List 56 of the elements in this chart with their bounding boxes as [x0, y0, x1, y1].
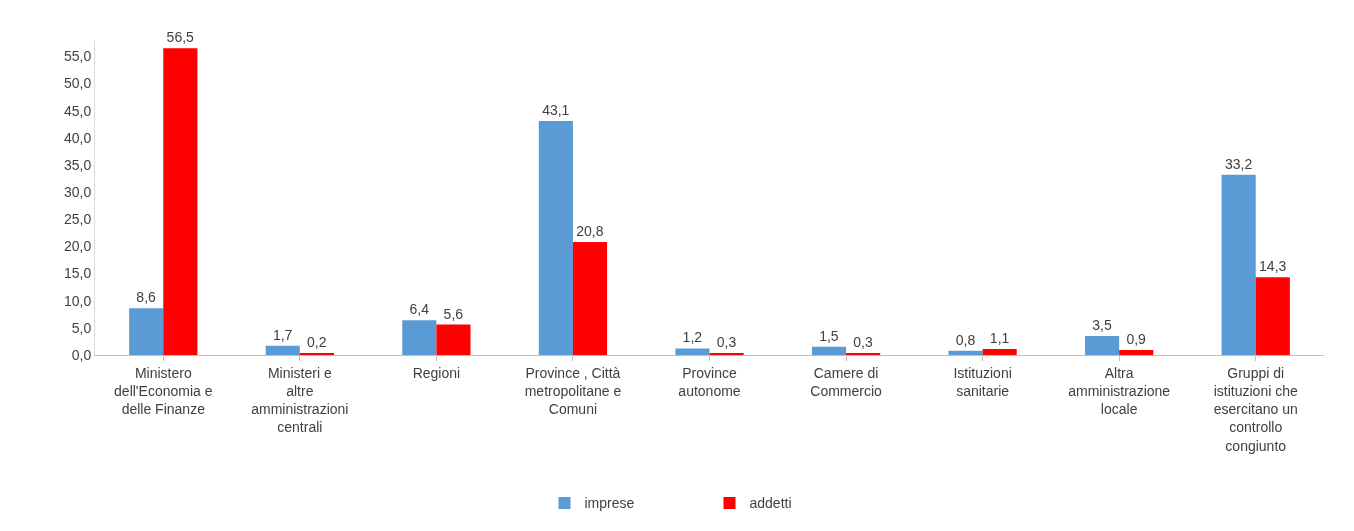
data-label: 14,3	[1259, 258, 1287, 275]
data-label: 0,3	[716, 334, 737, 350]
data-label: 0,8	[955, 331, 976, 348]
y-tick-label: 15,0	[63, 265, 92, 282]
data-label: 0,2	[307, 334, 327, 350]
y-tick-label: 50,0	[63, 75, 92, 92]
bar	[436, 324, 471, 355]
data-label: 33,2	[1224, 155, 1253, 172]
data-label: 6,4	[409, 301, 430, 318]
y-tick-label: 20,0	[63, 238, 92, 255]
x-tick-label: Province , Città metropolitane e Comuni	[524, 364, 622, 418]
bar	[982, 349, 1017, 355]
data-label: 1,1	[989, 330, 1010, 347]
y-tick-label: 55,0	[63, 48, 92, 65]
data-label: 3,5	[1092, 316, 1112, 333]
data-label: 0,9	[1126, 331, 1147, 348]
bar	[163, 48, 198, 355]
bar	[572, 242, 608, 355]
y-tick-label: 0,0	[71, 346, 92, 363]
y-tick-label: 40,0	[63, 129, 92, 146]
y-tick-label: 30,0	[63, 183, 92, 200]
y-tick-label: 10,0	[63, 292, 92, 309]
bar	[538, 120, 573, 355]
y-tick-label: 5,0	[71, 319, 92, 336]
legend-label: imprese	[584, 495, 635, 512]
bar	[402, 320, 437, 355]
data-label: 0,3	[853, 334, 873, 350]
bar	[129, 308, 164, 355]
data-label: 1,2	[682, 329, 703, 346]
data-label: 20,8	[576, 223, 604, 240]
y-tick-label: 35,0	[63, 156, 92, 173]
x-tick-label: Gruppi di istituzioni che esercitano un controllo congiunto	[1213, 364, 1298, 454]
bar	[1255, 277, 1290, 355]
data-label: 56,5	[166, 29, 195, 46]
data-label: 1,7	[272, 326, 293, 343]
x-tick-label: Regioni	[412, 364, 461, 381]
x-tick-label: Camere di Commercio	[810, 364, 883, 399]
x-tick-label: Province autonome	[678, 364, 741, 399]
legend-label: addetti	[749, 495, 792, 512]
bar	[1085, 335, 1120, 355]
bar	[1119, 350, 1154, 355]
data-label: 1,5	[819, 327, 839, 344]
bar	[811, 346, 847, 355]
bar	[948, 350, 983, 355]
x-tick-label: Ministeri e altre amministrazioni centrali	[251, 364, 349, 436]
bar	[265, 345, 300, 355]
bar	[1221, 174, 1256, 355]
x-tick-label: Altra amministrazione locale	[1068, 364, 1171, 418]
data-label: 8,6	[136, 289, 157, 306]
bar	[675, 348, 710, 355]
x-tick-label: Istituzioni sanitarie	[953, 364, 1012, 399]
y-tick-label: 25,0	[63, 211, 92, 228]
y-tick-label: 45,0	[63, 102, 92, 119]
data-label: 5,6	[443, 305, 464, 322]
x-tick-label: Ministero dell'Economia e delle Finanze	[114, 364, 213, 418]
data-label: 43,1	[542, 101, 570, 118]
